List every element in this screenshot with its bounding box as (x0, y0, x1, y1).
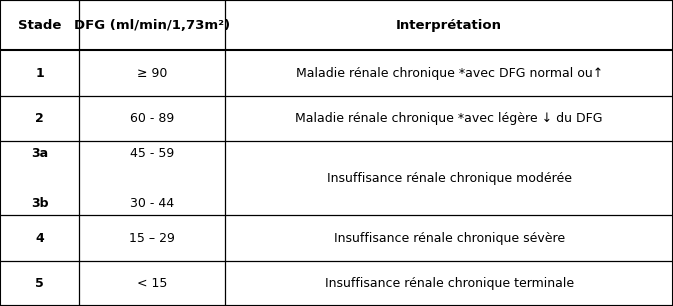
Text: Interprétation: Interprétation (396, 19, 502, 32)
Text: Insuffisance rénale chronique sévère: Insuffisance rénale chronique sévère (334, 232, 565, 244)
Text: 60 - 89: 60 - 89 (131, 112, 174, 125)
Text: 4: 4 (35, 232, 44, 244)
Text: 45 - 59

30 - 44: 45 - 59 30 - 44 (131, 147, 174, 210)
Text: 5: 5 (35, 277, 44, 290)
Text: 1: 1 (35, 67, 44, 80)
Text: Stade: Stade (18, 19, 61, 32)
Text: 15 – 29: 15 – 29 (129, 232, 176, 244)
Text: < 15: < 15 (137, 277, 168, 290)
Text: Insuffisance rénale chronique modérée: Insuffisance rénale chronique modérée (326, 172, 572, 185)
Text: DFG (ml/min/1,73m²): DFG (ml/min/1,73m²) (75, 19, 230, 32)
Text: 3a

3b: 3a 3b (31, 147, 48, 210)
Text: Maladie rénale chronique *avec DFG normal ou↑: Maladie rénale chronique *avec DFG norma… (295, 67, 603, 80)
Text: ≥ 90: ≥ 90 (137, 67, 168, 80)
Text: Maladie rénale chronique *avec légère ↓ du DFG: Maladie rénale chronique *avec légère ↓ … (295, 112, 603, 125)
Text: 2: 2 (35, 112, 44, 125)
Text: Insuffisance rénale chronique terminale: Insuffisance rénale chronique terminale (324, 277, 574, 290)
